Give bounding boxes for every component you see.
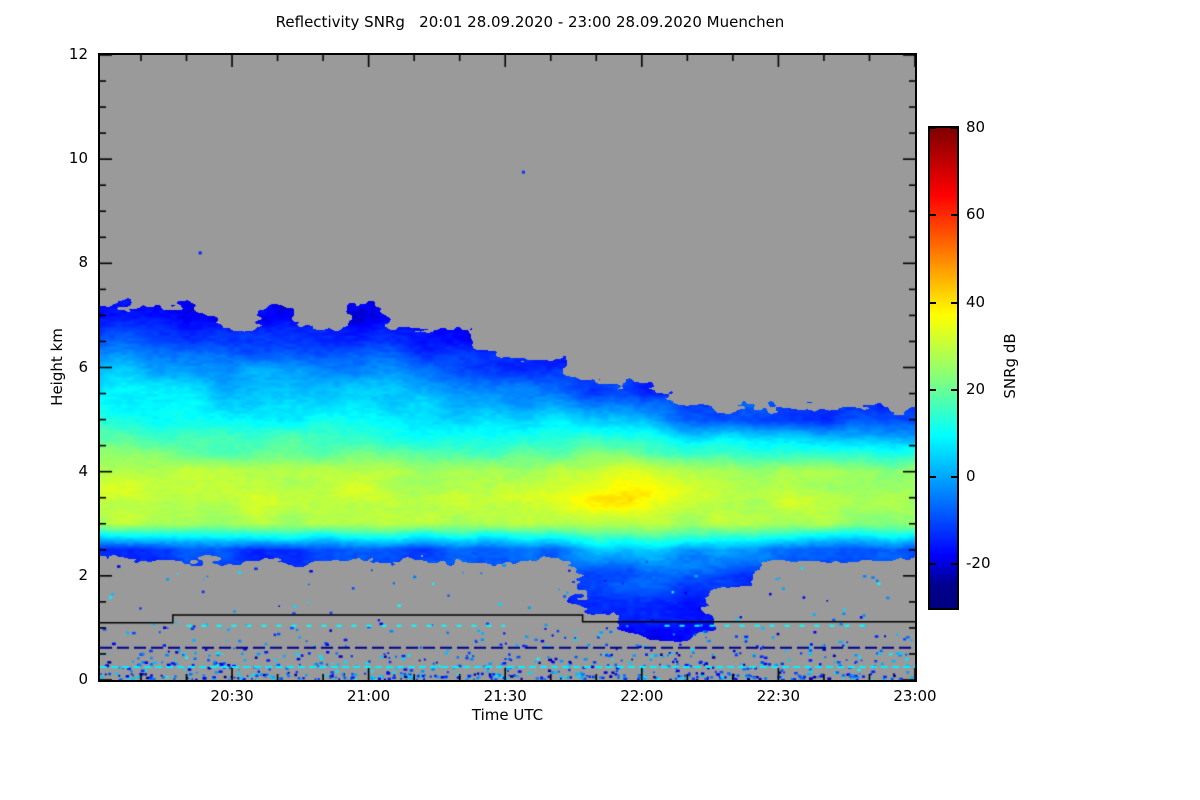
colorbar-tick-label: 80 [966,118,986,136]
colorbar-tick [930,476,936,479]
y-axis-tick-label: 10 [68,149,88,168]
colorbar-tick-label: 20 [966,379,986,398]
x-axis-tick-label: 22:00 [620,687,664,705]
colorbar-tick [951,563,957,566]
x-axis-tick-label: 23:00 [893,687,937,705]
colorbar [928,126,959,610]
colorbar-tick-label: 40 [966,292,986,311]
colorbar-tick [930,388,936,391]
colorbar-tick [930,301,936,304]
x-axis-tick-label: 20:30 [210,687,254,705]
y-axis-tick-label: 12 [68,45,88,63]
x-axis-label: Time UTC [471,706,544,724]
colorbar-tick-label: 0 [966,467,976,486]
y-axis-tick-label: 0 [78,670,88,688]
x-axis-tick-label: 21:00 [347,687,391,705]
colorbar-tick [930,127,936,129]
colorbar-tick [951,476,957,479]
colorbar-tick [951,214,957,217]
colorbar-tick [930,214,936,217]
x-axis-tick-label: 21:30 [483,687,527,705]
colorbar-tick-label: 60 [966,205,986,224]
y-axis-tick-label: 4 [78,461,88,480]
colorbar-tick [930,563,936,566]
colorbar-tick [951,388,957,391]
plot-area [98,53,917,682]
y-axis-tick-label: 8 [78,253,88,272]
y-axis-tick-label: 2 [78,565,88,584]
chart-title: Reflectivity SNRg 20:01 28.09.2020 - 23:… [275,13,785,31]
x-axis-tick-label: 22:30 [756,687,801,705]
colorbar-tick [951,301,957,304]
y-axis-tick-label: 6 [78,357,88,376]
colorbar-tick [951,127,957,129]
colorbar-tick-label: -20 [966,554,991,573]
heatmap-canvas [100,55,915,680]
